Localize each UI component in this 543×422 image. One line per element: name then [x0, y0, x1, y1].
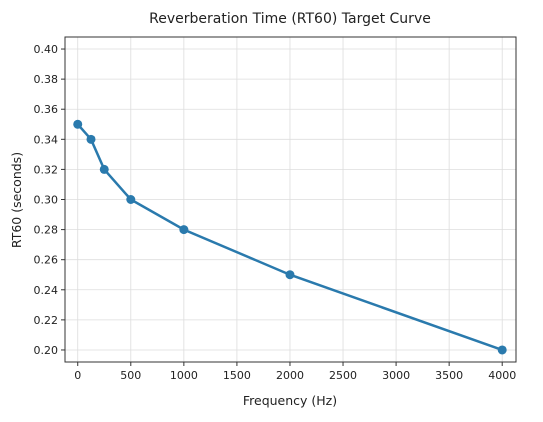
x-tick-label: 2500: [329, 369, 357, 382]
y-tick-label: 0.32: [34, 163, 59, 176]
plot-frame: [64, 36, 517, 363]
y-tick-label: 0.34: [34, 133, 59, 146]
point: [73, 119, 83, 129]
chart-title: Reverberation Time (RT60) Target Curve: [149, 11, 431, 27]
y-tick-label: 0.40: [34, 43, 59, 56]
x-tick-label: 500: [120, 369, 141, 382]
x-tick-label: 3000: [382, 369, 410, 382]
y-tick-label: 0.20: [34, 344, 59, 357]
x-tick-label: 0: [74, 369, 81, 382]
point: [126, 195, 136, 204]
point: [285, 270, 295, 280]
point: [86, 134, 96, 144]
y-tick-label: 0.24: [34, 284, 59, 297]
y-tick-label: 0.22: [34, 314, 59, 327]
y-tick-label: 0.26: [34, 254, 59, 267]
x-tick-label: 1000: [170, 369, 198, 382]
point: [99, 164, 109, 174]
x-axis-label: Frequency (Hz): [243, 393, 337, 408]
x-tick-label: 2000: [276, 369, 304, 382]
y-axis-label: RT60 (seconds): [9, 152, 24, 248]
y-tick-label: 0.28: [34, 224, 59, 237]
y-tick-label: 0.30: [34, 194, 59, 207]
point: [497, 345, 507, 355]
x-tick-label: 4000: [488, 369, 516, 382]
y-tick-label: 0.38: [34, 73, 59, 86]
y-tick-label: 0.36: [34, 103, 59, 116]
x-tick-label: 1500: [223, 369, 251, 382]
point: [179, 225, 189, 235]
x-tick-label: 3500: [435, 369, 463, 382]
